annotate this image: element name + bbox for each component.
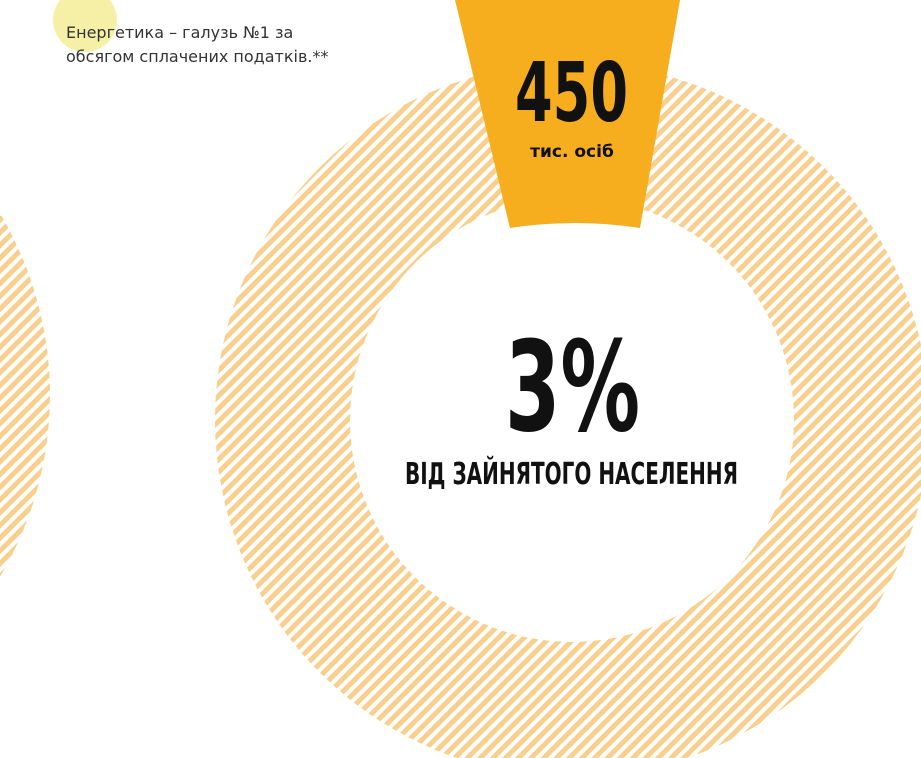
note-line: обсягом сплачених податків.**	[66, 47, 329, 66]
center-caption: ВІД ЗАЙНЯТОГО НАСЕЛЕННЯ	[405, 456, 738, 492]
center-percent: 3%	[505, 315, 640, 460]
decor-dot	[53, 0, 117, 52]
highlight-segment	[455, 0, 680, 228]
donut-ring	[215, 63, 921, 758]
badge-unit: тис. осіб	[530, 142, 614, 162]
note-line: Енергетика – галузь №1 за	[66, 23, 293, 42]
left-ring	[0, 213, 50, 577]
badge-number: 450	[515, 46, 628, 141]
